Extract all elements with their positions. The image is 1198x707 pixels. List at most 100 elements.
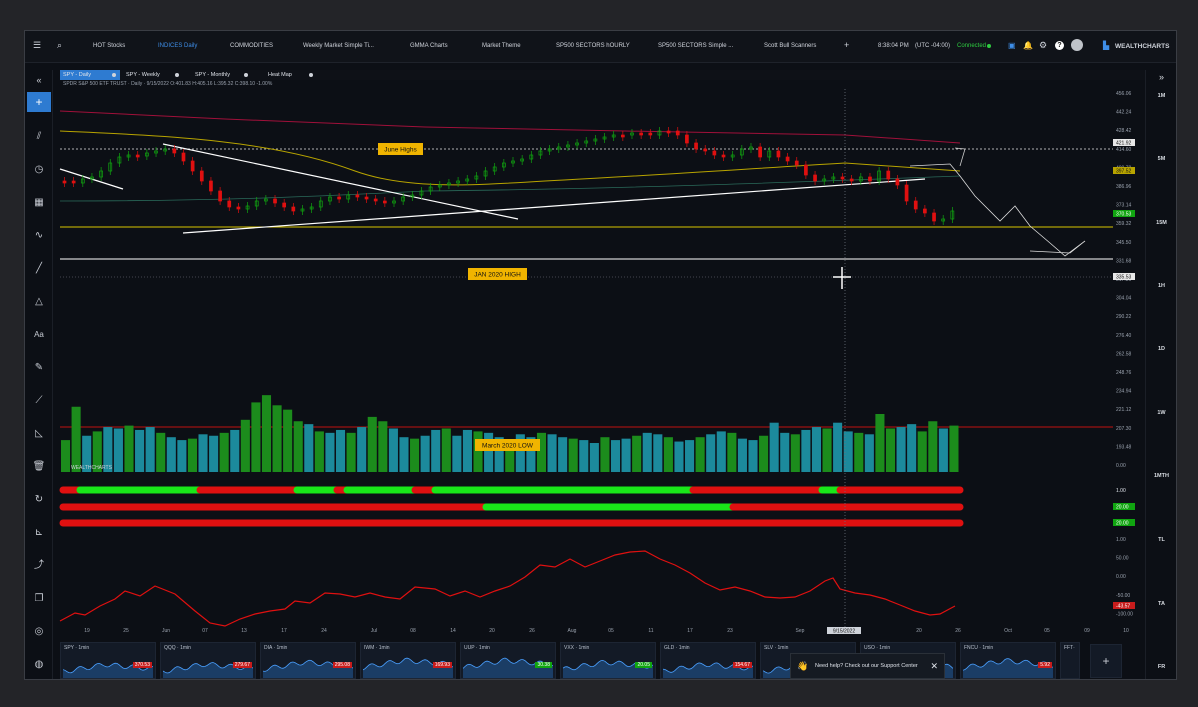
volume-bar [579,440,589,472]
close-icon[interactable] [309,73,313,77]
target-icon[interactable]: ◎ [34,626,44,637]
timeframe-1w[interactable]: 1W [1157,410,1166,416]
hamburger-icon[interactable]: ☰ [33,40,42,50]
volume-bar [864,434,874,472]
bell-icon[interactable]: 🔔 [1023,41,1033,50]
sparkline-line [463,657,553,669]
watch-card[interactable]: VXX · 1min 20.05 [560,642,656,679]
layers-icon[interactable]: ❐ [34,593,44,604]
add-watch-button[interactable]: + [1090,644,1122,678]
chart-type-icon[interactable]: ⫽ [36,131,42,142]
collapse-right-button[interactable]: » [1158,72,1164,82]
timeframe-1m[interactable]: 1M [1157,93,1166,99]
candle-body [785,156,790,162]
measure-icon[interactable]: ⊾ [34,527,44,538]
watch-card[interactable]: DIA · 1min 295.08 [260,642,356,679]
tab-market-theme[interactable]: Market Theme [482,43,521,49]
watch-symbol: SPY · 1min [64,645,90,651]
chart-canvas[interactable]: 456.06442.24428.42414.60400.78386.96373.… [25,31,1176,679]
support-toast[interactable]: 👋 Need help? Check out our Support Cente… [790,653,945,679]
ruler-icon[interactable]: ⟋ [35,395,43,406]
timezone-label[interactable]: (UTC -04:00) [915,43,951,49]
search-icon[interactable]: ⌕ [57,40,63,50]
candle-body [410,194,415,198]
refresh-icon[interactable]: ↻ [34,494,44,505]
price-axis-label: 373.14 [1116,203,1132,209]
trendline [162,143,519,220]
add-tab-button[interactable]: + [844,40,850,50]
tab-scott-bull-scanners[interactable]: Scott Bull Scanners [764,43,817,49]
clock-icon[interactable]: ◷ [34,164,44,175]
tab-weekly-market[interactable]: Weekly Market Simple Ti... [303,43,374,49]
watch-card[interactable]: GLD · 1min 154.67 [660,642,756,679]
timeframe-panel: » 1M 5M 15M 1H 1D 1W 1MTH TL TA FR [1145,70,1176,679]
timeframe-fr[interactable]: FR [1157,664,1166,670]
close-icon[interactable] [112,73,116,77]
chart-tab-spy-daily[interactable]: SPY - Daily [60,70,120,80]
indicator-icon[interactable]: ∿ [34,230,44,241]
candle-body [666,130,671,134]
calendar-icon[interactable]: ▦ [34,197,44,208]
watch-card[interactable]: QQQ · 1min 279.67 [160,642,256,679]
watch-card[interactable]: FNCU · 1min 5.92 [960,642,1056,679]
save-icon[interactable]: ▣ [1008,41,1016,50]
tab-hot-stocks[interactable]: HOT Stocks [93,43,126,49]
watch-card[interactable]: IWM · 1min 169.93 [360,642,456,679]
candle-body [721,154,726,158]
tab-indices-daily[interactable]: INDICES Daily [158,43,198,49]
trash-icon[interactable]: 🗑 [32,461,46,472]
volume-bar [558,437,568,472]
x-axis-label: 26 [955,628,961,634]
candle-body [291,206,296,212]
candle-body [868,176,872,182]
chart-tab-heat-map[interactable]: Heat Map [265,70,329,80]
price-axis-label: 0.00 [1116,463,1126,469]
watch-card[interactable]: FFT· [1060,642,1080,679]
close-icon[interactable]: ✕ [930,661,938,671]
jan-2020-high-label-box [468,268,527,280]
watch-symbol: DIA · 1min [264,645,288,651]
price-axis-label: 234.94 [1116,389,1132,395]
tab-commodities[interactable]: COMMODITIES [230,43,273,49]
candle-body [831,176,836,180]
volume-bar [610,440,621,472]
tab-sp500-hourly[interactable]: SP500 SECTORS hOURLY [556,43,630,49]
collapse-left-button[interactable]: « [36,75,42,85]
add-tool-button[interactable]: + [27,92,51,112]
price-axis-label: 221.12 [1116,407,1132,413]
timeframe-1h[interactable]: 1H [1157,283,1166,289]
timeframe-1d[interactable]: 1D [1157,346,1166,352]
timeframe-15m[interactable]: 15M [1156,220,1167,226]
oscillator-line [59,550,956,627]
globe-icon[interactable]: ◍ [34,659,44,670]
x-axis-label: 05 [608,628,614,634]
watch-card[interactable]: SPY · 1min 370.53 [60,642,156,679]
volume-bar [187,438,197,472]
volume-bar [388,428,398,472]
close-icon[interactable] [244,73,248,77]
watch-card[interactable]: UUP · 1min 30.38 [460,642,556,679]
tab-gmma-charts[interactable]: GMMA Charts [410,43,448,49]
shape-tool-icon[interactable]: △ [35,296,43,307]
line-tool-icon[interactable]: ╱ [35,263,43,274]
chart-tab-spy-weekly[interactable]: SPY - Weekly [123,70,187,80]
close-icon[interactable] [175,73,179,77]
timeframe-1mth[interactable]: 1MTH [1154,473,1169,479]
help-icon[interactable]: ? [1055,41,1064,50]
gear-icon[interactable]: ⚙ [1039,40,1048,50]
volume-bar [917,431,927,472]
candle-body [209,180,213,192]
fib-icon[interactable]: ◺ [35,428,43,439]
avatar[interactable] [1071,39,1083,51]
timeframe-ta[interactable]: TA [1158,601,1165,607]
volume-bar [536,432,547,472]
candle-body [630,132,634,136]
timeframe-tl[interactable]: TL [1158,537,1165,543]
chart-tab-spy-monthly[interactable]: SPY - Monthly [192,70,262,80]
candle-body [913,200,918,210]
brush-icon[interactable]: ✎ [34,362,44,373]
text-tool-icon[interactable]: Aa [34,330,44,339]
trend-icon[interactable]: ⤴ [34,560,44,571]
tab-sp500-simple[interactable]: SP500 SECTORS Simple ... [658,43,734,49]
timeframe-5m[interactable]: 5M [1157,156,1166,162]
